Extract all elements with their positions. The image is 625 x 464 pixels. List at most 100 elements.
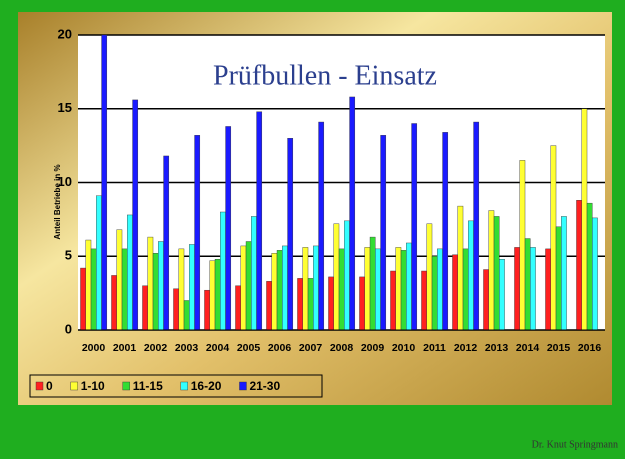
legend-label: 11-15 xyxy=(133,379,163,393)
x-tick-label: 2006 xyxy=(268,342,292,354)
bar xyxy=(287,138,294,331)
bar xyxy=(85,239,92,331)
bar xyxy=(519,160,526,331)
x-tick-label: 2002 xyxy=(144,342,168,354)
bar xyxy=(313,245,319,331)
bar xyxy=(158,241,164,331)
bar xyxy=(400,250,407,331)
bar xyxy=(369,236,376,331)
legend-swatch xyxy=(35,381,44,391)
bar xyxy=(173,288,179,331)
x-tick-label: 2004 xyxy=(206,342,230,354)
bar xyxy=(178,248,185,331)
bar xyxy=(328,276,334,331)
bar xyxy=(96,195,102,331)
bar xyxy=(276,250,283,331)
y-tick-label: 15 xyxy=(58,100,72,115)
x-tick-label: 2012 xyxy=(454,342,478,354)
legend-label: 0 xyxy=(46,379,53,393)
bar xyxy=(225,126,232,331)
bar xyxy=(555,226,562,331)
bar xyxy=(318,121,325,331)
bar xyxy=(90,248,97,331)
bar xyxy=(302,247,309,331)
x-tick-label: 2015 xyxy=(547,342,571,354)
x-tick-label: 2014 xyxy=(516,342,540,354)
bar xyxy=(364,247,371,331)
bar xyxy=(349,96,356,331)
bar xyxy=(116,229,123,331)
legend-swatch xyxy=(122,381,130,391)
bar xyxy=(209,260,216,331)
bar xyxy=(251,216,257,331)
bar xyxy=(297,278,303,331)
bar xyxy=(359,276,365,331)
bar xyxy=(132,99,139,331)
bar xyxy=(592,217,598,331)
bar xyxy=(483,269,489,331)
bar xyxy=(147,236,154,331)
x-tick-label: 2011 xyxy=(423,342,446,354)
bar xyxy=(220,211,226,331)
bar xyxy=(545,248,551,331)
bar xyxy=(452,254,458,331)
bar xyxy=(442,132,449,331)
footer: Dr. Knut Springmann xyxy=(532,439,618,450)
bar xyxy=(390,270,396,331)
bar xyxy=(183,300,190,331)
bar xyxy=(462,248,469,331)
y-axis-label: Anteil Betriebe in % xyxy=(53,164,62,239)
bar xyxy=(561,216,567,331)
bar xyxy=(550,145,557,331)
bar xyxy=(121,248,128,331)
bar xyxy=(204,289,210,331)
bar xyxy=(307,278,314,331)
bar xyxy=(380,135,387,331)
legend-swatch xyxy=(180,381,188,391)
bar xyxy=(142,285,148,331)
x-tick-label: 2000 xyxy=(82,342,106,354)
bar xyxy=(499,259,505,331)
legend-swatch xyxy=(239,381,247,391)
x-tick-label: 2010 xyxy=(392,342,416,354)
bar xyxy=(111,275,117,331)
bar xyxy=(127,214,133,331)
bar xyxy=(524,238,531,331)
legend-label: 16-20 xyxy=(191,379,222,393)
bar xyxy=(245,241,252,331)
x-tick-label: 2013 xyxy=(485,342,509,354)
legend-label: 1-10 xyxy=(81,379,105,393)
bar xyxy=(431,256,438,331)
bar xyxy=(457,205,464,331)
bar xyxy=(375,248,381,331)
x-tick-label: 2007 xyxy=(299,342,323,354)
bar xyxy=(426,223,433,331)
bar xyxy=(152,253,159,331)
bar xyxy=(437,248,443,331)
legend-swatch xyxy=(70,381,78,391)
bar xyxy=(101,34,108,331)
bar xyxy=(338,248,345,331)
bar xyxy=(235,285,241,331)
bar xyxy=(530,247,536,331)
x-tick-label: 2009 xyxy=(361,342,385,354)
x-tick-label: 2008 xyxy=(330,342,354,354)
bar xyxy=(395,247,402,331)
bar xyxy=(581,108,588,331)
bar xyxy=(271,253,278,331)
bar xyxy=(80,267,86,331)
legend-box xyxy=(29,374,323,398)
bar xyxy=(421,270,427,331)
bar xyxy=(488,210,495,331)
bar xyxy=(163,155,170,331)
x-tick-label: 2016 xyxy=(578,342,602,354)
bar xyxy=(411,123,418,331)
chart-title: Prüfbullen - Einsatz xyxy=(213,60,437,91)
bar xyxy=(586,202,593,331)
bar xyxy=(266,281,272,331)
bar xyxy=(256,111,263,331)
legend-label: 21-30 xyxy=(249,379,280,393)
bar xyxy=(214,259,221,331)
bar xyxy=(514,247,520,331)
